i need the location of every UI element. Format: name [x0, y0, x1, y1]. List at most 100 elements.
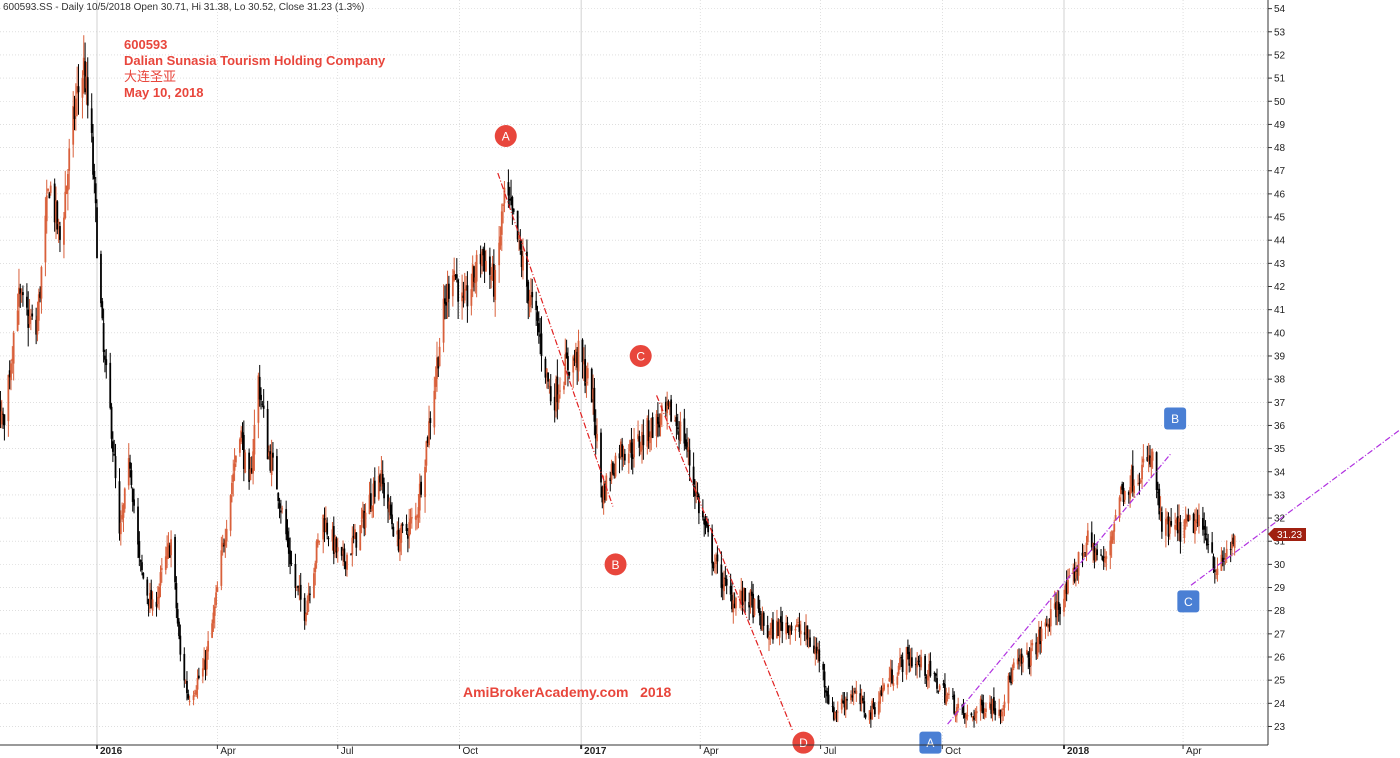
candle-body	[559, 390, 561, 392]
candle-body	[687, 447, 690, 452]
candle-body	[224, 540, 227, 546]
candle-body	[1183, 520, 1186, 538]
candle-body	[584, 359, 587, 386]
y-tick-label: 51	[1274, 74, 1286, 85]
candle-body	[332, 526, 335, 554]
candle-body	[892, 683, 895, 686]
candle-body	[813, 645, 815, 653]
candle-body	[622, 456, 625, 458]
y-tick-label: 25	[1274, 676, 1286, 687]
candle-body	[315, 541, 318, 563]
candle-body	[123, 488, 126, 509]
candle-body	[612, 462, 614, 474]
y-tick-label: 28	[1274, 606, 1286, 617]
wave-label-blue-a: A	[926, 736, 934, 750]
candle-body	[53, 183, 56, 223]
candle-body	[45, 195, 48, 222]
candle-body	[453, 270, 456, 281]
candle-body	[703, 518, 706, 525]
candle-body	[285, 509, 288, 535]
candle-body	[641, 431, 643, 450]
candle-body	[211, 623, 213, 638]
annotation-date: May 10, 2018	[124, 85, 204, 100]
candle-body	[573, 358, 576, 361]
candle-body	[361, 509, 364, 519]
candle-body	[750, 591, 753, 596]
candle-body	[184, 681, 187, 683]
candle-body	[150, 589, 153, 609]
candle-body	[724, 578, 727, 580]
candle-body	[1045, 623, 1048, 626]
candle-body	[231, 482, 233, 495]
candle-body	[879, 692, 882, 704]
candle-body	[650, 418, 653, 438]
y-tick-label: 54	[1274, 4, 1286, 15]
candle-body	[164, 556, 167, 570]
x-tick-label: Jul	[824, 746, 837, 757]
candle-body	[1205, 538, 1208, 546]
candle-body	[491, 263, 494, 277]
candle-body	[842, 700, 844, 703]
y-tick-label: 43	[1274, 259, 1286, 270]
candle-body	[547, 372, 549, 382]
candle-body	[594, 425, 597, 439]
candle-body	[795, 624, 798, 627]
candle-body	[944, 684, 946, 703]
candle-body	[1231, 541, 1233, 549]
candle-body	[1216, 568, 1219, 575]
candle-body	[186, 680, 188, 694]
candle-body	[642, 434, 645, 446]
candle-body	[1065, 582, 1068, 594]
candle-body	[924, 655, 927, 676]
candle-body	[334, 536, 337, 553]
candle-body	[814, 648, 817, 655]
candle-body	[762, 612, 765, 626]
candle-body	[387, 494, 389, 509]
candle-body	[1112, 531, 1114, 541]
candle-body	[1026, 649, 1028, 655]
candle-body	[656, 417, 659, 424]
candle-body	[971, 716, 974, 718]
candle-body	[1031, 643, 1034, 646]
candle-body	[797, 622, 800, 623]
candle-body	[39, 291, 42, 298]
candle-body	[1232, 537, 1235, 545]
candle-body	[346, 554, 348, 570]
candle-body	[889, 668, 892, 681]
candle-body	[1215, 574, 1218, 575]
candle-body	[86, 77, 89, 106]
candle-body	[187, 694, 190, 699]
last-price-value: 31.23	[1277, 530, 1302, 541]
candle-body	[519, 240, 522, 250]
candle-body	[942, 682, 945, 686]
candle-body	[979, 698, 982, 712]
candle-body	[508, 199, 511, 201]
candle-body	[101, 301, 104, 319]
candle-body	[741, 590, 744, 605]
candle-body	[1056, 601, 1059, 617]
candle-body	[388, 501, 391, 513]
candle-body	[481, 251, 483, 267]
candle-body	[138, 540, 141, 558]
candle-body	[331, 529, 334, 542]
candle-body	[470, 289, 473, 306]
candle-body	[565, 352, 568, 359]
candle-body	[55, 200, 57, 224]
candle-body	[156, 596, 159, 605]
candle-body	[957, 703, 960, 709]
candle-body	[1198, 514, 1200, 527]
candle-body	[905, 647, 908, 675]
candle-body	[676, 427, 679, 429]
candle-body	[59, 226, 61, 240]
candle-body	[891, 669, 893, 684]
candle-body	[659, 414, 662, 425]
candle-body	[380, 470, 383, 487]
candle-body	[122, 505, 125, 518]
candle-body	[35, 319, 38, 335]
candle-body	[832, 707, 835, 720]
candle-body	[610, 463, 613, 480]
candle-body	[40, 267, 43, 299]
candle-body	[498, 242, 501, 266]
candle-body	[729, 585, 732, 595]
candle-body	[666, 402, 669, 414]
